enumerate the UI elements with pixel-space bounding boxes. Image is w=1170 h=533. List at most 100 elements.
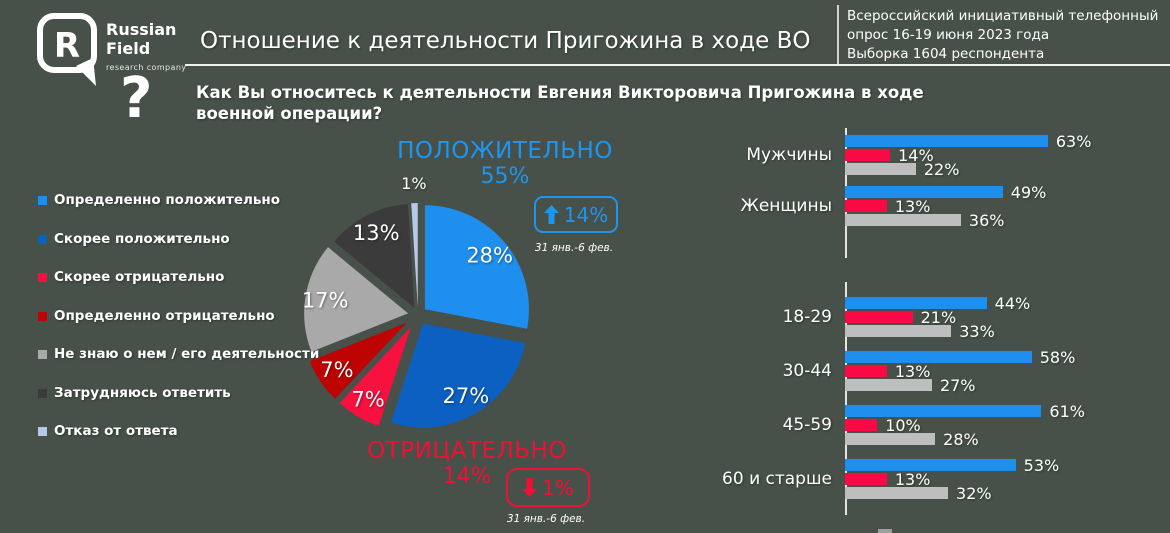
bar-value-label: 36% <box>968 210 1005 230</box>
bar-line: 63% <box>845 133 1091 149</box>
category-label: 30-44 <box>782 361 832 381</box>
bar <box>845 487 949 499</box>
bar-line: 10% <box>845 415 1085 435</box>
legend-item: Скорее положительно <box>38 231 319 253</box>
age-bar-chart: 18-29 44% 21% 33% 30-44 58% 13% 27% 45-59 61% 10% 2… <box>720 293 1085 513</box>
bar-value-label: 21% <box>920 307 957 327</box>
age-axis-line <box>845 282 847 515</box>
positive-value: 55% <box>480 164 530 189</box>
pie-slice-value: 1% <box>401 174 426 193</box>
legend-label: Скорее отрицательно <box>54 269 225 285</box>
bar-value-label: 58% <box>1039 347 1076 367</box>
page-title: Отношение к деятельности Пригожина в ход… <box>200 28 811 54</box>
bar-line: 53% <box>845 457 1059 473</box>
legend-label: Затрудняюсь ответить <box>54 384 231 401</box>
arrow-down-icon <box>522 478 538 497</box>
bar-value-label: 61% <box>1049 401 1085 421</box>
bar-stack: 58% 13% 27% <box>845 347 1076 393</box>
category-label: 60 и старше <box>722 469 832 489</box>
legend-label: Отказ от ответа <box>54 423 178 439</box>
category-label: Мужчины <box>746 145 832 165</box>
survey-line: опрос 16-19 июня 2023 года <box>847 27 1050 43</box>
legend-marker-icon <box>38 427 47 436</box>
positive-trend-period: 31 янв.-6 фев. <box>534 242 614 254</box>
bar-group: 60 и старше 53% 13% 32% <box>720 457 1085 503</box>
legend-label: Не знаю о нем / его деятельности <box>54 346 320 362</box>
negative-summary: ОТРИЦАТЕЛЬНО 14% <box>355 438 579 489</box>
survey-divider <box>837 5 839 64</box>
bar-line: 32% <box>845 483 1059 503</box>
bar <box>845 459 1016 471</box>
positive-trend-value: 14% <box>563 202 609 227</box>
bar <box>845 433 936 445</box>
bar <box>845 135 1048 147</box>
bar <box>845 473 887 485</box>
bar <box>845 379 932 391</box>
bar-value-label: 13% <box>894 196 931 216</box>
legend-marker-icon <box>38 350 47 359</box>
survey-line: Всероссийский инициативный телефонный <box>847 8 1159 24</box>
bar <box>845 186 1003 198</box>
positive-summary: ПОЛОЖИТЕЛЬНО 55% <box>380 138 630 189</box>
pie-slice-value: 28% <box>466 244 513 268</box>
positive-trend-box: 14% <box>534 196 618 233</box>
bar-value-label: 10% <box>885 415 921 435</box>
bar-value-label: 49% <box>1010 182 1047 202</box>
legend-item: Определенно отрицательно <box>38 308 319 330</box>
positive-label: ПОЛОЖИТЕЛЬНО <box>397 138 613 164</box>
negative-trend-box: 1% <box>506 468 590 507</box>
negative-trend-period: 31 янв.-6 фев. <box>506 513 586 525</box>
bar <box>845 419 878 431</box>
bar-group: 45-59 61% 10% 28% <box>720 401 1085 447</box>
cutoff-legend-marker <box>878 529 892 533</box>
pie-slice <box>304 247 409 352</box>
bar-group: 30-44 58% 13% 27% <box>720 347 1085 393</box>
bar <box>845 325 952 337</box>
bar-line: 49% <box>845 182 1047 202</box>
bar-value-label: 44% <box>994 293 1031 313</box>
pie-slice <box>390 323 526 428</box>
pie-slice <box>411 203 418 308</box>
bar-line: 14% <box>845 147 1091 163</box>
legend-marker-icon <box>38 388 47 398</box>
category-label: 45-59 <box>782 415 832 435</box>
legend-marker-icon <box>38 196 47 205</box>
bar <box>845 351 1032 363</box>
bar-value-label: 32% <box>956 483 992 503</box>
bar-line: 13% <box>845 471 1059 487</box>
arrow-up-icon <box>543 205 559 224</box>
legend-item: Не знаю о нем / его деятельности <box>38 346 319 368</box>
legend-marker-icon <box>38 311 47 321</box>
bar-line: 28% <box>845 431 1085 447</box>
title-divider <box>185 64 1170 66</box>
svg-text:R: R <box>54 26 80 66</box>
legend-marker-icon <box>38 273 47 282</box>
brand-line1: Russian <box>106 20 177 39</box>
pie-slice-value: 7% <box>351 387 384 411</box>
brand-name: Russian Field research company <box>106 20 186 77</box>
bar-stack: 63% 14% 22% <box>845 133 1091 177</box>
bar-group: Мужчины 63% 14% 22% <box>720 133 1091 177</box>
bar <box>845 405 1042 417</box>
bar-group: 18-29 44% 21% 33% <box>720 293 1085 339</box>
pie-slice <box>339 327 411 426</box>
bar-value-label: 13% <box>894 361 931 381</box>
pie-slice-value: 7% <box>320 358 353 382</box>
bar-line: 13% <box>845 196 1046 216</box>
pie-slice <box>424 205 529 329</box>
negative-value: 14% <box>442 464 492 489</box>
bar <box>845 297 987 309</box>
pie-slice-value: 17% <box>302 288 349 312</box>
negative-label: ОТРИЦАТЕЛЬНО <box>367 438 567 464</box>
bar-line: 44% <box>845 293 1031 313</box>
legend-marker-icon <box>38 234 47 244</box>
legend-item: Определенно положительно <box>38 192 319 214</box>
legend: Определенно положительно Скорее положител… <box>38 192 319 462</box>
legend-label: Определенно отрицательно <box>54 307 275 324</box>
bar <box>845 214 961 226</box>
pie-chart: 28% 27% 7% 7% 17% 13% 1% <box>302 174 529 428</box>
bar-stack: 61% 10% 28% <box>845 401 1085 447</box>
brand-tagline: research company <box>106 63 187 72</box>
category-label: Женщины <box>740 196 832 216</box>
